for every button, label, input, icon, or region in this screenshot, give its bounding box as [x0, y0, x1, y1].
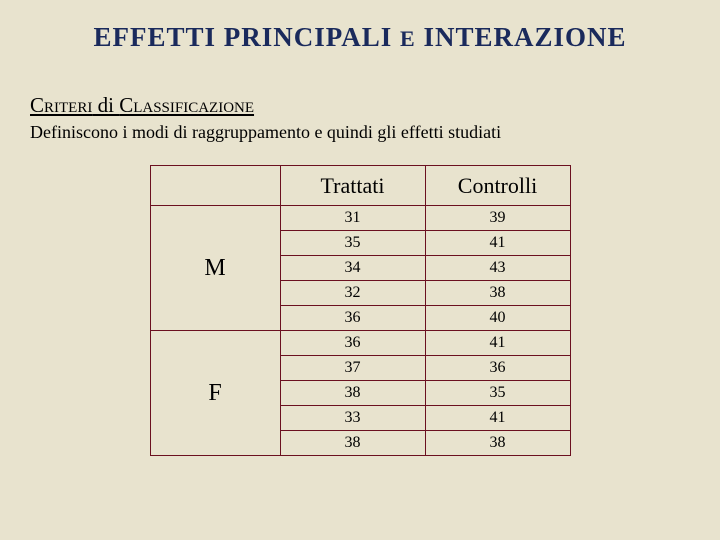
subtitle: Criteri di Classificazione	[30, 93, 690, 118]
table-body: M31393541344332383640F364137363835334138…	[150, 206, 570, 456]
table-head: TrattatiControlli	[150, 166, 570, 206]
cell: 36	[425, 356, 570, 381]
cell: 36	[280, 331, 425, 356]
cell: 35	[425, 381, 570, 406]
data-table: TrattatiControlli M31393541344332383640F…	[150, 165, 571, 456]
col-header-0: Trattati	[280, 166, 425, 206]
slide: EFFETTI PRINCIPALI E INTERAZIONE Criteri…	[0, 0, 720, 540]
col-header-1: Controlli	[425, 166, 570, 206]
row-group-F: F	[150, 331, 280, 456]
cell: 31	[280, 206, 425, 231]
title-conj: E	[400, 26, 416, 51]
page-title: EFFETTI PRINCIPALI E INTERAZIONE	[30, 22, 690, 53]
subtitle-w2: Classificazione	[119, 93, 254, 117]
table-container: TrattatiControlli M31393541344332383640F…	[30, 165, 690, 456]
cell: 32	[280, 281, 425, 306]
cell: 41	[425, 331, 570, 356]
title-part1: EFFETTI PRINCIPALI	[93, 22, 392, 52]
row-group-M: M	[150, 206, 280, 331]
cell: 38	[425, 281, 570, 306]
cell: 35	[280, 231, 425, 256]
cell: 34	[280, 256, 425, 281]
title-part2: INTERAZIONE	[423, 22, 626, 52]
cell: 37	[280, 356, 425, 381]
cell: 41	[425, 406, 570, 431]
subtitle-mid: di	[92, 93, 119, 117]
cell: 38	[425, 431, 570, 456]
cell: 39	[425, 206, 570, 231]
cell: 43	[425, 256, 570, 281]
cell: 38	[280, 431, 425, 456]
table-corner	[150, 166, 280, 206]
description-text: Definiscono i modi di raggruppamento e q…	[30, 122, 690, 143]
cell: 40	[425, 306, 570, 331]
cell: 38	[280, 381, 425, 406]
cell: 36	[280, 306, 425, 331]
cell: 41	[425, 231, 570, 256]
subtitle-w1: Criteri	[30, 93, 92, 117]
cell: 33	[280, 406, 425, 431]
